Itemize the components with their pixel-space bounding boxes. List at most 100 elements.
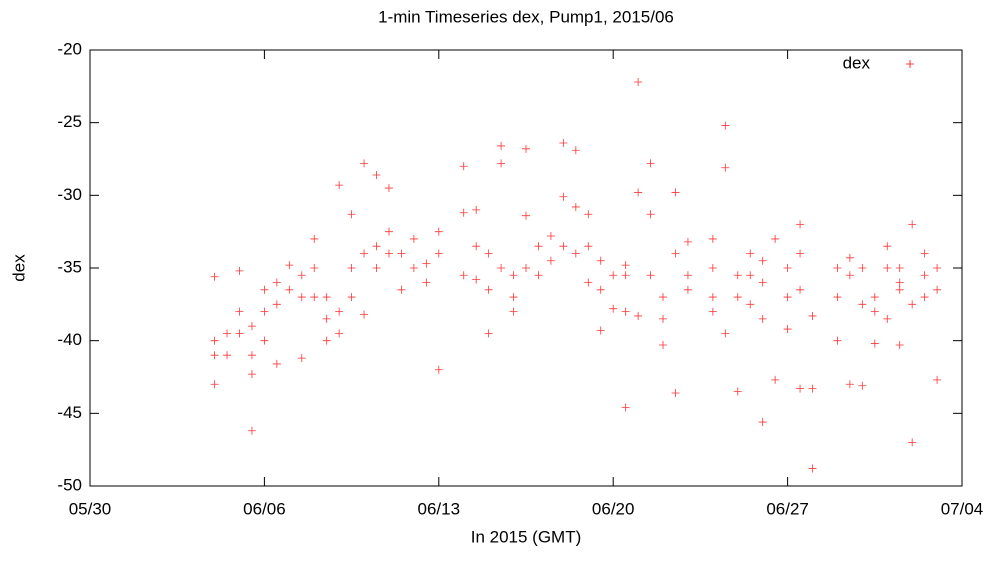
data-point — [659, 293, 668, 302]
data-point — [908, 220, 917, 229]
data-point — [260, 285, 269, 294]
data-point — [708, 264, 717, 272]
x-tick-label: 05/30 — [69, 499, 112, 518]
data-point — [833, 336, 842, 345]
data-point — [534, 271, 543, 280]
legend-label: dex — [843, 53, 871, 72]
y-axis-label: dex — [9, 254, 28, 282]
data-point — [297, 354, 306, 363]
data-point — [634, 311, 643, 320]
data-point — [733, 293, 742, 302]
data-point — [858, 300, 867, 309]
data-point — [683, 285, 692, 294]
x-tick-label: 06/13 — [418, 499, 461, 518]
data-point — [322, 293, 331, 302]
data-point — [322, 314, 331, 323]
data-point — [808, 384, 817, 393]
data-point — [908, 300, 917, 309]
data-point — [472, 205, 481, 214]
data-point — [285, 261, 294, 270]
data-point — [372, 170, 381, 179]
data-point — [559, 242, 568, 251]
data-point — [671, 249, 680, 258]
data-point — [247, 351, 256, 360]
y-tick-label: -25 — [57, 112, 82, 131]
data-point — [584, 210, 593, 219]
data-point — [360, 310, 369, 319]
data-point — [247, 322, 256, 331]
x-axis-label: In 2015 (GMT) — [471, 527, 582, 546]
data-point — [733, 271, 742, 280]
data-point — [721, 329, 730, 338]
data-point — [409, 234, 418, 243]
data-point — [920, 249, 929, 258]
data-point — [310, 264, 319, 272]
data-point — [659, 341, 668, 350]
data-point — [634, 188, 643, 197]
data-point — [260, 307, 269, 316]
data-point — [783, 293, 792, 302]
data-point — [210, 336, 219, 345]
data-point — [260, 336, 269, 345]
data-point — [584, 278, 593, 287]
data-point — [434, 249, 443, 258]
data-point — [571, 202, 580, 211]
data-point — [223, 329, 232, 338]
x-tick-label: 07/04 — [941, 499, 984, 518]
data-point — [422, 278, 431, 287]
data-point — [272, 359, 281, 368]
data-point — [584, 242, 593, 251]
data-point — [384, 227, 393, 236]
data-point — [746, 249, 755, 258]
data-point — [335, 329, 344, 338]
data-point — [422, 259, 431, 268]
data-point — [870, 307, 879, 316]
data-point — [335, 307, 344, 316]
data-point — [758, 314, 767, 323]
data-point — [596, 326, 605, 335]
data-point — [845, 271, 854, 280]
data-point — [347, 210, 356, 219]
data-point — [397, 249, 406, 258]
y-tick-label: -30 — [57, 185, 82, 204]
y-tick-label: -45 — [57, 403, 82, 422]
data-point — [472, 242, 481, 251]
data-point — [883, 264, 892, 272]
data-point — [833, 293, 842, 302]
data-point — [484, 329, 493, 338]
x-tick-label: 06/20 — [592, 499, 635, 518]
data-point — [347, 264, 356, 272]
data-point — [870, 293, 879, 302]
data-point — [372, 242, 381, 251]
data-point — [235, 329, 244, 338]
y-tick-label: -40 — [57, 330, 82, 349]
data-point — [708, 293, 717, 302]
data-point — [733, 387, 742, 396]
data-point — [360, 159, 369, 168]
data-point — [235, 307, 244, 316]
data-point — [858, 381, 867, 390]
data-point — [671, 388, 680, 397]
data-point — [621, 307, 630, 316]
data-point — [920, 271, 929, 280]
data-point — [409, 264, 418, 272]
data-point — [634, 77, 643, 86]
data-point — [310, 234, 319, 243]
data-point — [683, 237, 692, 246]
data-point — [845, 380, 854, 389]
data-point — [559, 139, 568, 148]
x-tick-label: 06/27 — [766, 499, 809, 518]
data-point — [771, 375, 780, 384]
data-point — [297, 293, 306, 302]
data-point — [522, 144, 530, 153]
data-point — [621, 271, 630, 280]
data-point — [497, 159, 506, 168]
data-point — [509, 271, 518, 280]
data-point — [796, 285, 805, 294]
data-point — [459, 208, 468, 217]
data-point — [933, 375, 942, 384]
data-point — [546, 256, 555, 265]
